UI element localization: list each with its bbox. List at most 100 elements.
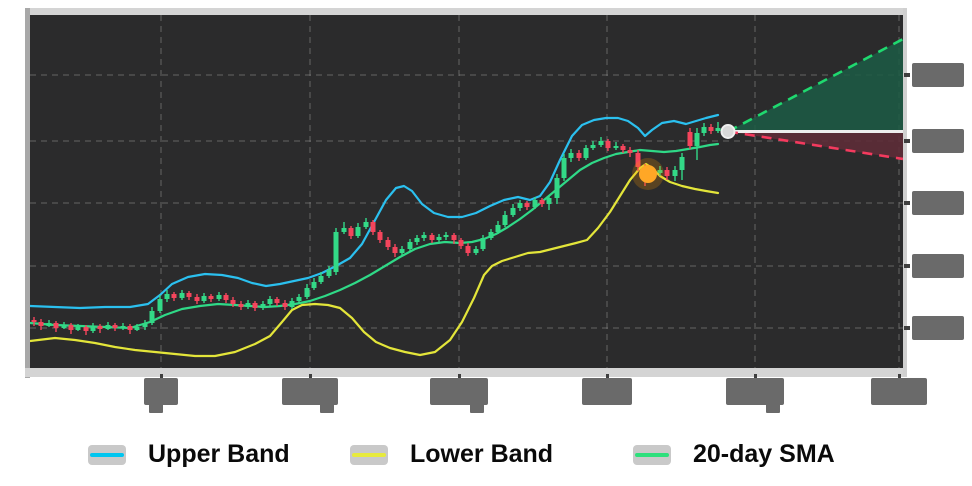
candle-body-up bbox=[517, 203, 523, 208]
candle-body-up bbox=[311, 282, 317, 288]
x-tick-label-redacted bbox=[726, 378, 784, 405]
candle-body-down bbox=[539, 200, 545, 204]
x-tick-label-redacted bbox=[282, 378, 338, 405]
legend-item-lower-band[interactable]: Lower Band bbox=[350, 440, 553, 469]
candle-body-up bbox=[495, 225, 501, 232]
x-tick-label-tail bbox=[766, 404, 780, 413]
candle-body-down bbox=[392, 247, 398, 253]
candle-body-up bbox=[488, 232, 494, 238]
candle-body-down bbox=[465, 246, 471, 253]
y-tick-label-redacted bbox=[912, 63, 964, 87]
candle-body-up bbox=[421, 235, 427, 238]
candle-body-down bbox=[97, 326, 103, 329]
candle-body-up bbox=[510, 208, 516, 215]
forecast-lower-dashed-line bbox=[727, 130, 903, 161]
y-tick-mark bbox=[904, 326, 910, 330]
x-tick-mark bbox=[159, 374, 163, 381]
candle-body-down bbox=[194, 297, 200, 301]
candle-body-up bbox=[694, 133, 700, 146]
x-tick-label-redacted bbox=[871, 378, 927, 405]
candle-body-down bbox=[620, 146, 626, 150]
candle-body-up bbox=[46, 323, 52, 326]
x-tick-label-redacted bbox=[144, 378, 178, 405]
sma-swatch-line bbox=[635, 452, 669, 457]
candle-body-up bbox=[61, 325, 67, 328]
sma-swatch bbox=[633, 444, 671, 465]
y-tick-label-redacted bbox=[912, 316, 964, 340]
y-tick-mark bbox=[904, 139, 910, 143]
x-tick-label-redacted bbox=[430, 378, 488, 405]
candle-body-down bbox=[451, 235, 457, 240]
candle-body-down bbox=[377, 232, 383, 240]
candle-body-up bbox=[355, 227, 361, 236]
candle-body-down bbox=[605, 141, 611, 148]
y-tick-mark bbox=[904, 201, 910, 205]
candle-body-up bbox=[598, 141, 604, 145]
candle-body-down bbox=[53, 323, 59, 328]
candle-body-up bbox=[296, 297, 302, 301]
price-chart-svg[interactable] bbox=[30, 15, 903, 368]
legend-item-sma[interactable]: 20-day SMA bbox=[633, 440, 835, 469]
upper-band-line bbox=[30, 113, 720, 310]
candle-body-down bbox=[230, 300, 236, 304]
legend-item-upper-band[interactable]: Upper Band bbox=[88, 440, 290, 469]
candle-body-down bbox=[252, 303, 258, 308]
candle-body-down bbox=[274, 299, 280, 303]
candle-body-up bbox=[436, 237, 442, 240]
candle-body-up bbox=[289, 301, 295, 307]
lower-band-swatch bbox=[350, 444, 388, 465]
candle-body-up bbox=[679, 157, 685, 170]
chart-frame-right bbox=[903, 8, 907, 377]
candle-body-down bbox=[708, 127, 714, 131]
candle-body-down bbox=[370, 222, 376, 232]
upper-band-swatch bbox=[88, 444, 126, 465]
candle-body-down bbox=[208, 296, 214, 299]
candle-body-up bbox=[473, 249, 479, 253]
lower-band-swatch-line bbox=[352, 452, 386, 457]
price-chart-plot[interactable] bbox=[30, 15, 903, 368]
candle-body-up bbox=[216, 295, 222, 299]
candle-body-up bbox=[554, 178, 560, 198]
y-tick-label-redacted bbox=[912, 254, 964, 278]
candle-body-up bbox=[407, 242, 413, 249]
candle-body-up bbox=[267, 299, 273, 304]
y-tick-mark bbox=[904, 264, 910, 268]
candle-body-down bbox=[687, 132, 693, 146]
candle-body-down bbox=[635, 153, 641, 167]
candle-body-up bbox=[105, 325, 111, 329]
chart-frame-left bbox=[25, 8, 30, 378]
candle-body-up bbox=[179, 293, 185, 298]
x-tick-label-tail bbox=[149, 404, 163, 413]
x-tick-label-tail bbox=[320, 404, 334, 413]
forecast-upper-cone bbox=[728, 39, 903, 132]
y-tick-mark bbox=[904, 73, 910, 77]
candle-body-up bbox=[532, 200, 538, 207]
20-day-sma-line bbox=[30, 142, 720, 330]
candle-body-up bbox=[318, 276, 324, 282]
candle-body-up bbox=[245, 303, 251, 307]
candle-body-up bbox=[583, 148, 589, 158]
x-tick-mark bbox=[605, 374, 609, 381]
legend-label: Lower Band bbox=[410, 440, 554, 468]
candle-body-up bbox=[657, 170, 663, 173]
candle-body-up bbox=[142, 323, 148, 327]
signal-marker bbox=[639, 165, 657, 183]
candle-body-up bbox=[90, 326, 96, 331]
x-tick-mark bbox=[753, 374, 757, 381]
candle-body-down bbox=[38, 322, 44, 326]
legend-label: Upper Band bbox=[148, 440, 290, 468]
chart-legend: Upper Band Lower Band 20-day SMA bbox=[0, 440, 972, 482]
candle-body-down bbox=[627, 150, 633, 153]
x-tick-label-tail bbox=[470, 404, 484, 413]
candle-body-up bbox=[326, 270, 332, 276]
candle-body-down bbox=[385, 240, 391, 247]
candle-body-down bbox=[282, 303, 288, 307]
candle-body-up bbox=[672, 170, 678, 176]
candle-body-down bbox=[186, 293, 192, 297]
candle-body-up bbox=[399, 249, 405, 253]
candle-body-up bbox=[201, 296, 207, 301]
candle-body-up bbox=[333, 232, 339, 272]
candle-body-down bbox=[348, 228, 354, 236]
candle-body-down bbox=[68, 325, 74, 330]
candle-body-down bbox=[458, 240, 464, 246]
